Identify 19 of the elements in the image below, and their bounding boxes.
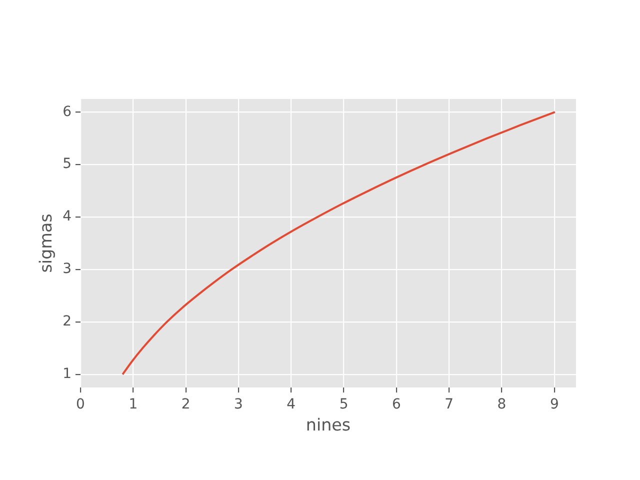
line-series — [122, 111, 556, 376]
y-tick-label: 1 — [62, 366, 72, 382]
y-axis-title: sigmas — [35, 214, 56, 273]
x-tick-label: 2 — [181, 396, 190, 413]
x-tick-label: 7 — [444, 396, 454, 413]
x-tick-label: 1 — [128, 396, 138, 413]
x-tick-label: 6 — [392, 396, 401, 413]
x-tick-label: 0 — [76, 396, 85, 413]
x-tick-label: 9 — [550, 396, 559, 413]
x-tick-label: 5 — [339, 396, 348, 413]
y-tick-label: 3 — [62, 261, 72, 278]
x-tick-label: 4 — [286, 396, 296, 413]
y-tick-label: 5 — [62, 156, 72, 172]
y-tick-label: 6 — [62, 104, 72, 120]
y-tick-label: 4 — [62, 208, 72, 225]
x-tick-label: 3 — [234, 396, 243, 413]
x-tick-label: 8 — [497, 396, 506, 413]
x-axis-title: nines — [306, 414, 351, 434]
y-tick-label: 2 — [62, 314, 72, 330]
